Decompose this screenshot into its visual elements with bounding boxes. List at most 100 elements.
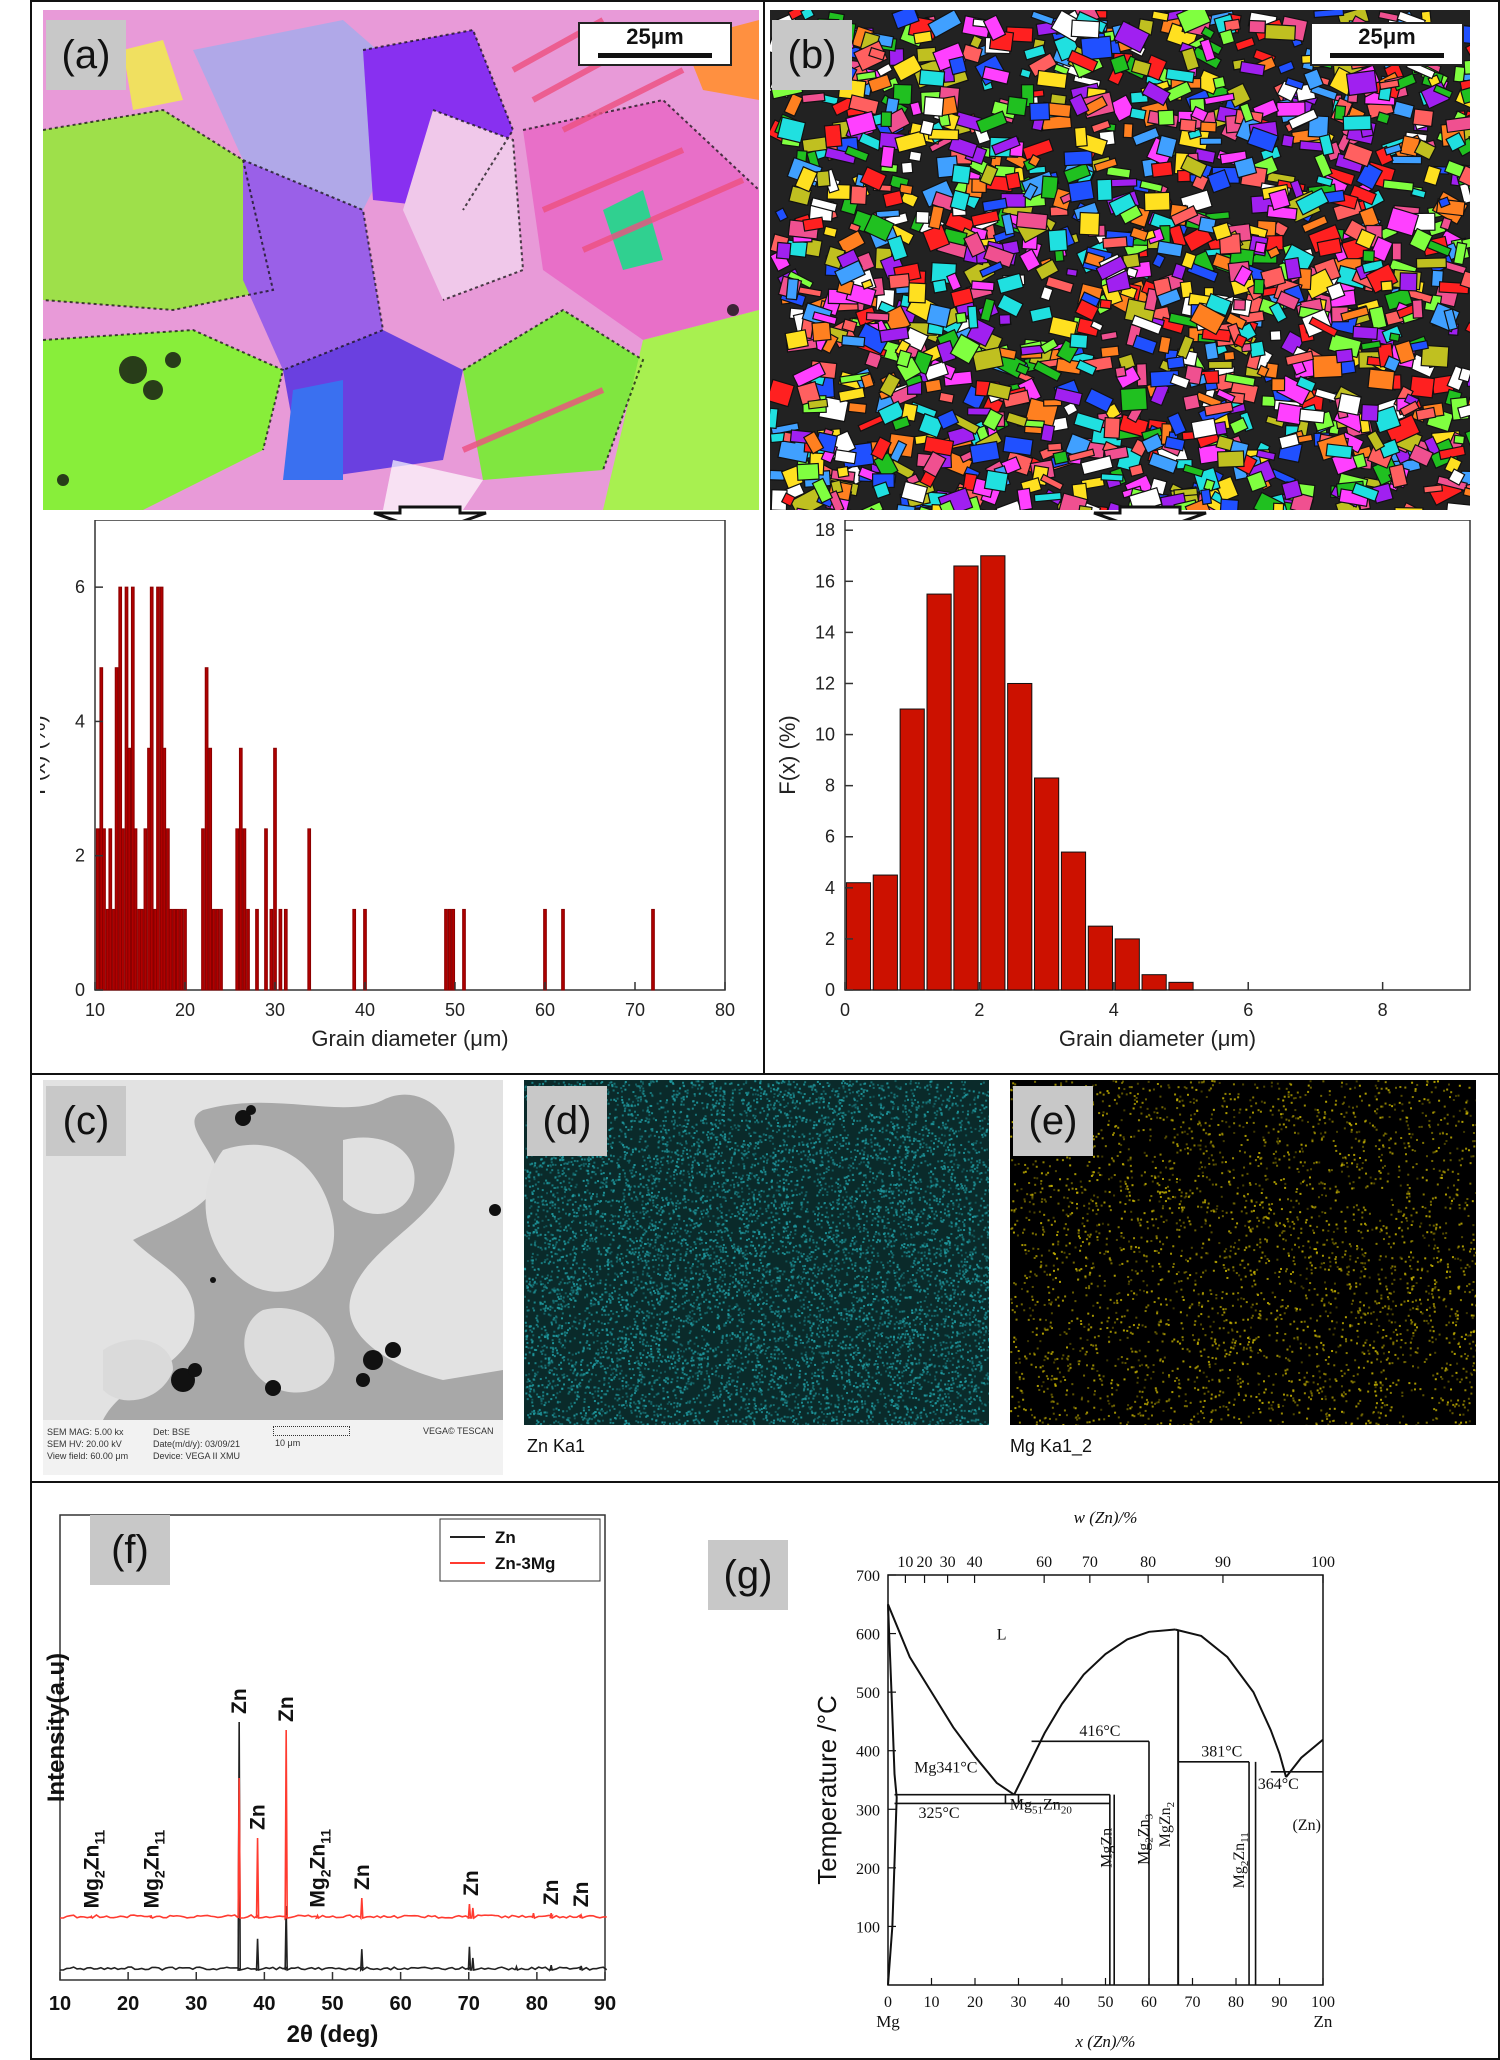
zn-dot [804, 1194, 807, 1197]
grain [875, 209, 901, 219]
zn-dot [533, 1165, 536, 1168]
zn-dot [617, 1394, 620, 1397]
zn-dot [585, 1418, 588, 1421]
zn-dot [563, 1084, 566, 1087]
zn-dot [861, 1184, 864, 1187]
zn-dot [705, 1168, 708, 1171]
zn-dot [713, 1230, 716, 1233]
zn-dot [672, 1097, 675, 1100]
zn-dot [655, 1161, 658, 1164]
zn-dot [560, 1256, 563, 1259]
zn-dot [798, 1193, 801, 1196]
zn-dot [912, 1421, 915, 1424]
zn-dot [753, 1397, 756, 1400]
zn-dot [885, 1283, 888, 1286]
zn-dot [883, 1106, 886, 1109]
zn-dot [777, 1232, 780, 1235]
zn-dot [558, 1175, 561, 1178]
zn-dot [739, 1271, 742, 1274]
zn-dot [694, 1186, 697, 1189]
zn-dot [857, 1187, 860, 1190]
zn-dot [805, 1341, 808, 1344]
zn-dot [683, 1301, 686, 1304]
zn-dot [600, 1351, 603, 1354]
zn-dot [741, 1279, 744, 1282]
zn-dot [658, 1365, 661, 1368]
zn-dot [569, 1387, 572, 1390]
zn-dot [648, 1215, 651, 1218]
zn-dot [604, 1341, 607, 1344]
grain [1040, 423, 1056, 443]
zn-dot [762, 1168, 765, 1171]
zn-dot [635, 1420, 638, 1423]
zn-dot [987, 1226, 989, 1229]
zn-dot [760, 1092, 763, 1095]
zn-dot [892, 1297, 895, 1300]
zn-dot [837, 1190, 840, 1193]
zn-dot [797, 1251, 800, 1254]
zn-dot [638, 1410, 641, 1413]
zn-dot [645, 1146, 648, 1149]
zn-dot [559, 1353, 562, 1356]
zn-dot [681, 1239, 684, 1242]
zn-dot [873, 1363, 876, 1366]
zn-dot [610, 1179, 613, 1182]
zn-dot [650, 1345, 653, 1348]
zn-dot [828, 1107, 831, 1110]
zn-dot [917, 1233, 920, 1236]
zn-dot [536, 1253, 539, 1256]
zn-dot [754, 1176, 757, 1179]
zn-dot [960, 1129, 963, 1132]
zn-dot [650, 1324, 653, 1327]
zn-dot [842, 1196, 845, 1199]
zn-dot [584, 1220, 587, 1223]
zn-dot [775, 1219, 778, 1222]
zn-dot [607, 1322, 610, 1325]
zn-dot [670, 1161, 673, 1164]
zn-dot [957, 1293, 960, 1296]
zn-dot [958, 1269, 961, 1272]
zn-dot [685, 1284, 688, 1287]
zn-dot [719, 1250, 722, 1253]
zn-dot [794, 1294, 797, 1297]
zn-dot [602, 1225, 605, 1228]
zn-dot [593, 1166, 596, 1169]
zn-dot [955, 1424, 958, 1425]
zn-dot [889, 1202, 892, 1205]
zn-dot [685, 1279, 688, 1282]
zn-dot [924, 1225, 927, 1228]
zn-dot [747, 1348, 750, 1351]
zn-dot [703, 1357, 706, 1360]
zn-dot [696, 1307, 699, 1310]
grain [1039, 473, 1065, 491]
panel-b-scalebar: 25μm [1310, 22, 1464, 66]
zn-dot [661, 1421, 664, 1424]
zn-dot [740, 1367, 743, 1370]
zn-dot [850, 1309, 853, 1312]
grain [807, 398, 829, 410]
zn-dot [825, 1395, 828, 1398]
zn-dot [827, 1216, 830, 1219]
zn-dot [987, 1210, 989, 1213]
zn-dot [716, 1255, 719, 1258]
zn-dot [866, 1382, 869, 1385]
zn-dot [716, 1170, 719, 1173]
zn-dot [806, 1361, 809, 1364]
zn-dot [731, 1332, 734, 1335]
zn-dot [594, 1411, 597, 1414]
zn-dot [786, 1400, 789, 1403]
zn-dot [901, 1371, 904, 1374]
zn-dot [727, 1424, 730, 1425]
zn-dot [894, 1316, 897, 1319]
zn-dot [910, 1354, 913, 1357]
zn-dot [971, 1291, 974, 1294]
zn-dot [984, 1317, 987, 1320]
zn-dot [938, 1398, 941, 1401]
zn-dot [672, 1204, 675, 1207]
zn-dot [760, 1222, 763, 1225]
zn-dot [711, 1128, 714, 1131]
grain [1422, 164, 1442, 187]
zn-dot [974, 1339, 977, 1342]
zn-dot [904, 1145, 907, 1148]
zn-dot [921, 1337, 924, 1340]
